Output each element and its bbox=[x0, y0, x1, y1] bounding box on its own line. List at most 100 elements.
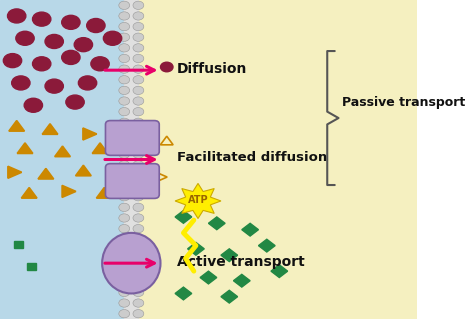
Circle shape bbox=[133, 108, 144, 116]
Circle shape bbox=[133, 278, 144, 286]
Polygon shape bbox=[96, 188, 112, 198]
Circle shape bbox=[133, 76, 144, 84]
Circle shape bbox=[133, 267, 144, 275]
Circle shape bbox=[91, 57, 109, 71]
Circle shape bbox=[133, 12, 144, 20]
Circle shape bbox=[119, 97, 130, 105]
Text: Facilitated diffusion: Facilitated diffusion bbox=[177, 152, 328, 164]
Circle shape bbox=[3, 54, 22, 68]
Circle shape bbox=[119, 256, 130, 265]
Circle shape bbox=[133, 182, 144, 190]
Circle shape bbox=[133, 288, 144, 297]
Circle shape bbox=[119, 12, 130, 20]
Circle shape bbox=[133, 150, 144, 158]
Circle shape bbox=[119, 225, 130, 233]
Circle shape bbox=[133, 256, 144, 265]
Circle shape bbox=[133, 225, 144, 233]
Circle shape bbox=[74, 38, 92, 52]
FancyBboxPatch shape bbox=[106, 164, 159, 198]
Circle shape bbox=[119, 65, 130, 73]
Circle shape bbox=[119, 171, 130, 180]
Polygon shape bbox=[175, 287, 192, 300]
Circle shape bbox=[133, 203, 144, 211]
Circle shape bbox=[161, 62, 173, 72]
Polygon shape bbox=[38, 168, 54, 179]
Text: ATP: ATP bbox=[188, 195, 209, 205]
Circle shape bbox=[133, 193, 144, 201]
Polygon shape bbox=[242, 223, 258, 236]
Circle shape bbox=[119, 299, 130, 307]
Circle shape bbox=[62, 15, 80, 29]
Polygon shape bbox=[75, 165, 91, 176]
Circle shape bbox=[133, 299, 144, 307]
Circle shape bbox=[66, 95, 84, 109]
Polygon shape bbox=[271, 265, 288, 278]
Circle shape bbox=[119, 267, 130, 275]
Circle shape bbox=[133, 97, 144, 105]
Circle shape bbox=[119, 214, 130, 222]
Circle shape bbox=[119, 108, 130, 116]
Bar bbox=[124, 0, 138, 319]
Polygon shape bbox=[209, 217, 225, 230]
Polygon shape bbox=[42, 124, 58, 134]
Circle shape bbox=[119, 182, 130, 190]
Circle shape bbox=[8, 9, 26, 23]
Polygon shape bbox=[83, 128, 97, 140]
Polygon shape bbox=[8, 166, 22, 178]
Circle shape bbox=[133, 1, 144, 10]
Circle shape bbox=[78, 76, 97, 90]
Polygon shape bbox=[188, 242, 204, 255]
Bar bbox=[27, 263, 36, 270]
Circle shape bbox=[12, 76, 30, 90]
Polygon shape bbox=[175, 183, 221, 219]
Circle shape bbox=[133, 161, 144, 169]
Ellipse shape bbox=[102, 233, 161, 293]
Circle shape bbox=[119, 118, 130, 126]
Circle shape bbox=[133, 86, 144, 94]
Polygon shape bbox=[21, 188, 37, 198]
Text: Passive transport: Passive transport bbox=[342, 96, 465, 108]
Circle shape bbox=[45, 79, 64, 93]
Circle shape bbox=[119, 33, 130, 41]
Circle shape bbox=[119, 22, 130, 31]
Circle shape bbox=[119, 246, 130, 254]
Circle shape bbox=[16, 31, 34, 45]
Bar bbox=[14, 241, 23, 248]
Polygon shape bbox=[258, 239, 275, 252]
Polygon shape bbox=[234, 274, 250, 287]
Circle shape bbox=[45, 34, 64, 48]
Circle shape bbox=[133, 65, 144, 73]
Polygon shape bbox=[62, 185, 76, 197]
Text: Diffusion: Diffusion bbox=[177, 62, 247, 76]
Circle shape bbox=[133, 118, 144, 126]
Bar bbox=[0, 0, 131, 319]
Circle shape bbox=[133, 129, 144, 137]
Circle shape bbox=[119, 54, 130, 63]
Polygon shape bbox=[92, 143, 108, 153]
Circle shape bbox=[133, 33, 144, 41]
Polygon shape bbox=[221, 290, 237, 303]
Circle shape bbox=[87, 19, 105, 33]
Polygon shape bbox=[221, 249, 237, 262]
Circle shape bbox=[119, 235, 130, 243]
Circle shape bbox=[133, 309, 144, 318]
Circle shape bbox=[119, 139, 130, 148]
Circle shape bbox=[133, 246, 144, 254]
Circle shape bbox=[33, 57, 51, 71]
Circle shape bbox=[103, 31, 122, 45]
Circle shape bbox=[119, 278, 130, 286]
Circle shape bbox=[119, 161, 130, 169]
Circle shape bbox=[33, 12, 51, 26]
Circle shape bbox=[119, 86, 130, 94]
Circle shape bbox=[133, 139, 144, 148]
Circle shape bbox=[133, 54, 144, 63]
Circle shape bbox=[24, 98, 43, 112]
Circle shape bbox=[119, 1, 130, 10]
Circle shape bbox=[119, 76, 130, 84]
FancyBboxPatch shape bbox=[106, 121, 159, 155]
Polygon shape bbox=[17, 143, 33, 153]
Circle shape bbox=[119, 44, 130, 52]
Circle shape bbox=[119, 288, 130, 297]
Circle shape bbox=[119, 193, 130, 201]
Circle shape bbox=[119, 129, 130, 137]
